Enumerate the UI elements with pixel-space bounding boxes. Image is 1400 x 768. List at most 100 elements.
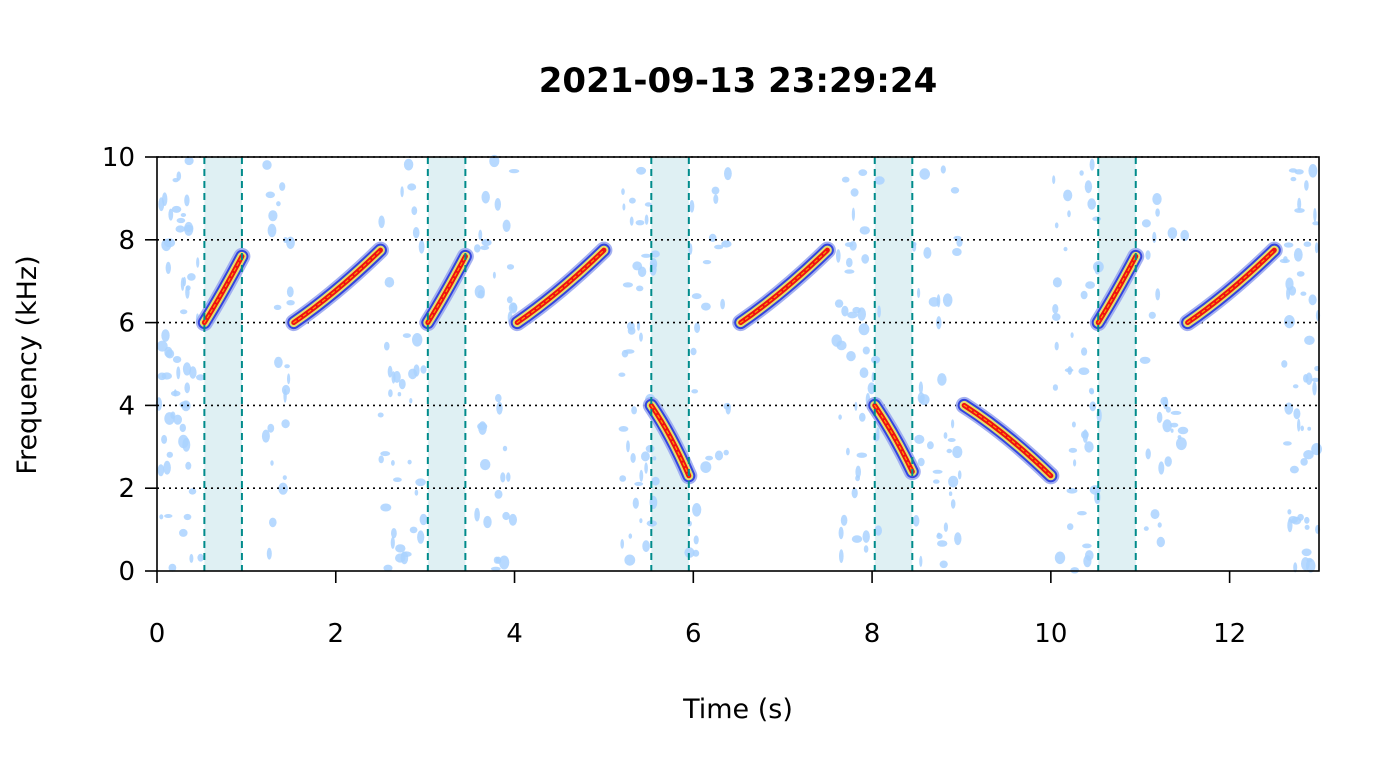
noise-speck [859, 412, 866, 422]
noise-speck [506, 296, 513, 304]
noise-speck [858, 323, 870, 336]
noise-speck [267, 423, 275, 433]
noise-speck [1170, 410, 1182, 415]
noise-speck [411, 206, 418, 216]
noise-speck [701, 302, 711, 311]
noise-speck [913, 515, 920, 527]
selection-window [427, 157, 466, 571]
noise-speck [622, 203, 626, 211]
noise-speck [407, 183, 417, 191]
noise-speck [957, 470, 962, 480]
noise-speck [917, 392, 925, 404]
noise-speck [839, 549, 844, 563]
noise-speck [861, 254, 870, 264]
noise-speck [178, 434, 189, 449]
noise-speck [644, 462, 648, 474]
noise-speck [164, 238, 176, 248]
noise-speck [856, 452, 868, 458]
background-noise [155, 154, 1322, 574]
noise-speck [261, 429, 270, 443]
call-contour [642, 396, 698, 485]
noise-speck [1287, 509, 1292, 515]
noise-speck [1288, 516, 1298, 524]
noise-speck [418, 240, 425, 254]
noise-speck [483, 515, 492, 529]
noise-speck [1311, 377, 1320, 382]
noise-speck [478, 421, 487, 435]
noise-speck [414, 489, 419, 496]
noise-speck [1084, 180, 1093, 194]
noise-speck [171, 205, 182, 213]
noise-speck [918, 381, 924, 395]
y-tick-label: 10 [102, 143, 135, 173]
noise-speck [1297, 197, 1302, 211]
noise-speck [1296, 271, 1305, 277]
noise-speck [838, 526, 844, 540]
noise-speck [943, 522, 949, 532]
noise-speck [1293, 248, 1303, 262]
noise-speck [874, 176, 885, 185]
noise-speck [626, 440, 630, 453]
noise-speck [403, 158, 414, 171]
noise-speck [1141, 219, 1151, 228]
selection-window [1098, 157, 1136, 571]
noise-speck [1087, 198, 1096, 210]
noise-speck [262, 160, 272, 170]
noise-speck [702, 260, 712, 265]
call-contour [419, 247, 474, 332]
noise-speck [836, 249, 841, 263]
noise-speck [1304, 180, 1309, 191]
noise-speck [196, 374, 205, 381]
noise-speck [952, 445, 963, 459]
noise-speck [954, 532, 962, 546]
noise-speck [510, 302, 518, 312]
noise-speck [858, 169, 868, 177]
noise-speck [1304, 516, 1310, 524]
noise-speck [650, 250, 660, 258]
noise-speck [632, 261, 643, 271]
noise-speck [629, 216, 634, 226]
call-contour [195, 247, 251, 332]
noise-speck [180, 309, 188, 315]
noise-speck [1308, 164, 1318, 178]
noise-speck [378, 215, 385, 229]
noise-speck [500, 472, 506, 483]
noise-speck [694, 322, 701, 334]
noise-speck [639, 518, 643, 524]
noise-speck [1283, 242, 1294, 248]
noise-speck [952, 248, 962, 256]
selection-window [204, 157, 242, 571]
call-contour [732, 241, 836, 332]
chart-title: 2021-09-13 23:29:24 [539, 61, 937, 101]
noise-speck [1083, 555, 1092, 568]
noise-speck [1148, 311, 1156, 319]
noise-speck [684, 547, 695, 558]
noise-speck [1293, 408, 1301, 420]
noise-speck [917, 457, 925, 467]
noise-speck [187, 273, 196, 281]
noise-speck [1176, 437, 1187, 451]
noise-speck [1306, 557, 1313, 563]
noise-speck [950, 187, 960, 194]
contour-ridge [1097, 255, 1137, 324]
noise-speck [689, 200, 695, 213]
contour-ridge [516, 249, 605, 324]
contour-ridge [427, 255, 466, 324]
selection-window [651, 157, 689, 571]
noise-speck [1085, 281, 1095, 289]
noise-speck [723, 449, 729, 456]
noise-speck [923, 247, 932, 259]
noise-speck [946, 448, 953, 454]
noise-speck [1088, 387, 1094, 394]
noise-speck [1177, 426, 1189, 435]
noise-speck [474, 507, 480, 522]
noise-speck [1297, 513, 1304, 521]
noise-speck [196, 257, 200, 268]
noise-speck [691, 389, 699, 394]
noise-speck [408, 368, 418, 380]
noise-speck [506, 472, 511, 482]
noise-speck [1054, 341, 1059, 351]
noise-speck [273, 304, 282, 310]
noise-speck [1308, 294, 1317, 306]
noise-speck [179, 401, 190, 409]
